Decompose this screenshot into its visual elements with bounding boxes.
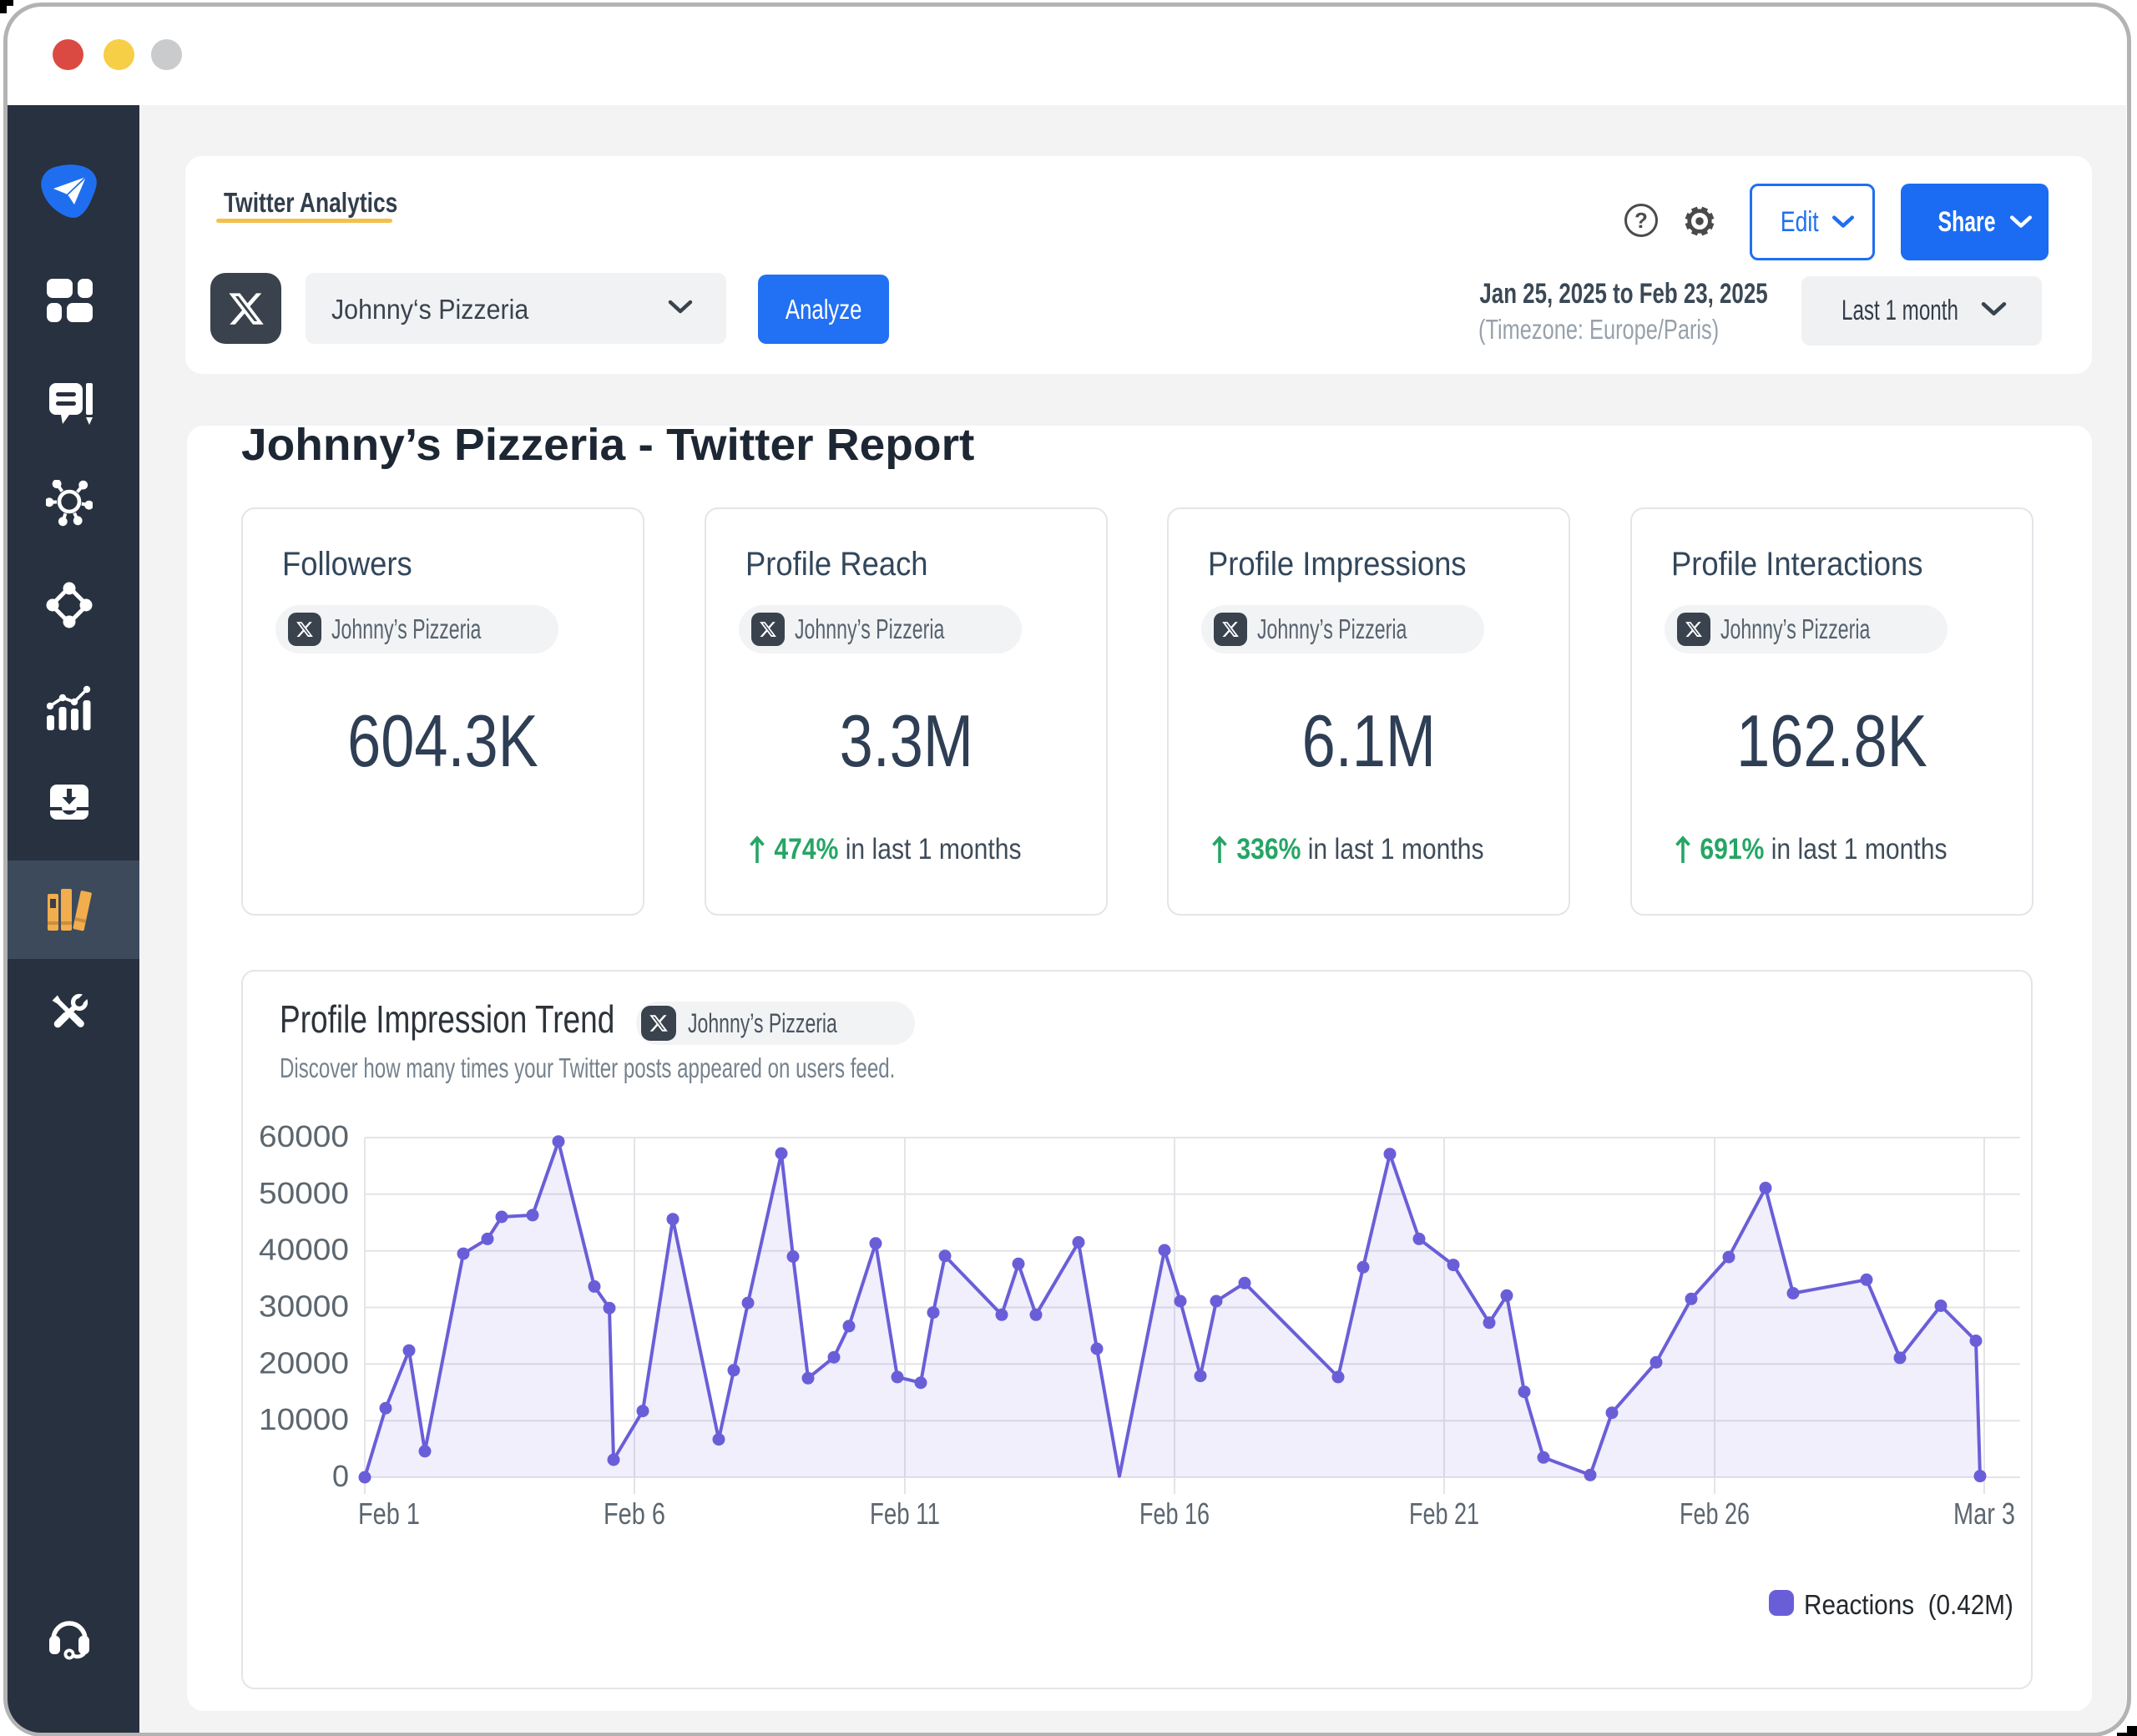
svg-text:20000: 20000: [259, 1345, 349, 1380]
svg-text:40000: 40000: [259, 1233, 349, 1267]
svg-text:0: 0: [332, 1459, 349, 1493]
svg-text:Feb 26: Feb 26: [1680, 1496, 1750, 1531]
svg-text:Mar 3: Mar 3: [1953, 1496, 2015, 1531]
svg-text:Feb 21: Feb 21: [1409, 1496, 1479, 1531]
svg-text:60000: 60000: [259, 1119, 349, 1153]
svg-text:Feb 1: Feb 1: [358, 1496, 420, 1531]
svg-text:Feb 6: Feb 6: [604, 1496, 665, 1531]
svg-text:10000: 10000: [259, 1402, 349, 1436]
svg-text:50000: 50000: [259, 1176, 349, 1210]
svg-text:Feb 16: Feb 16: [1139, 1496, 1210, 1531]
svg-text:Feb 11: Feb 11: [870, 1496, 940, 1531]
svg-text:30000: 30000: [259, 1289, 349, 1324]
